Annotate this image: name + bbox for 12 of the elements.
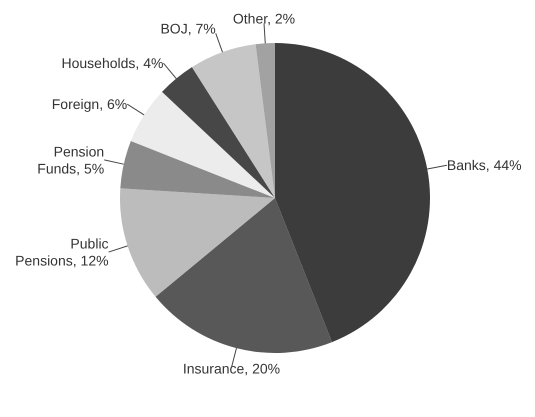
pie-slice: [130, 92, 275, 198]
slice-label: Foreign, 6%: [52, 96, 128, 112]
slice-label: Insurance, 20%: [182, 360, 280, 376]
pie-slice: [256, 43, 275, 198]
slice-label: Public Pensions, 12%: [15, 236, 109, 269]
slice-label: Banks, 44%: [446, 157, 522, 174]
slice-label: Pension Funds, 5%: [37, 143, 104, 176]
pie-slice: [120, 140, 275, 198]
slice-label: Other, 2%: [232, 10, 296, 26]
slice-label: BOJ, 7%: [160, 20, 216, 36]
pie-slice: [156, 198, 332, 353]
slice-label: Households, 4%: [62, 55, 164, 72]
